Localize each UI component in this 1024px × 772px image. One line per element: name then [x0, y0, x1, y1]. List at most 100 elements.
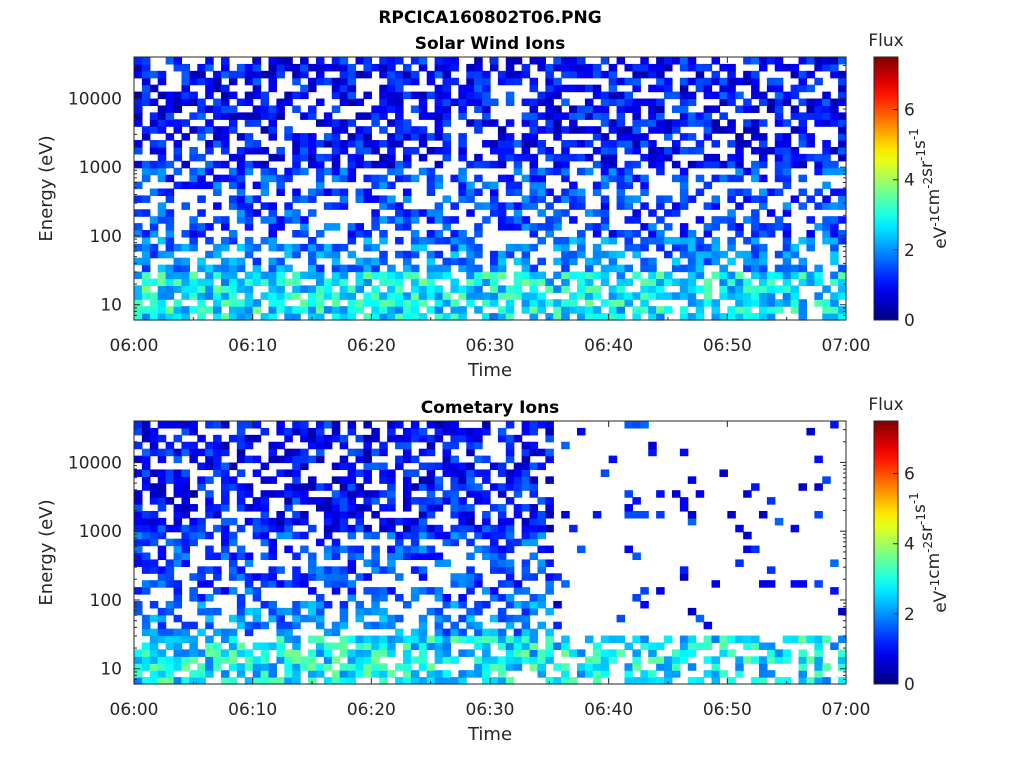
heatmap-cell [426, 635, 436, 644]
colorbar-tick-label: 6 [904, 101, 915, 121]
heatmap-cell [434, 146, 444, 155]
heatmap-cell [490, 257, 499, 266]
heatmap-cell [616, 181, 626, 190]
heatmap-cell [679, 63, 689, 72]
heatmap-cell [751, 250, 760, 259]
heatmap-cell [205, 167, 214, 176]
heatmap-cell [244, 441, 254, 450]
heatmap-cell [141, 292, 151, 300]
heatmap-cell [260, 510, 270, 519]
heatmap-cell [355, 552, 365, 561]
heatmap-cell [292, 566, 301, 574]
heatmap-cell [268, 552, 277, 561]
heatmap-cell [774, 250, 784, 259]
heatmap-cell [339, 292, 349, 300]
heatmap-cell [561, 441, 570, 450]
heatmap-cell [497, 594, 507, 602]
heatmap-cell [553, 243, 562, 252]
heatmap-cell [458, 174, 467, 183]
heatmap-cell [395, 57, 404, 65]
heatmap-cell [687, 236, 697, 245]
heatmap-cell [798, 84, 808, 93]
heatmap-cell [339, 441, 349, 450]
heatmap-cell [379, 250, 388, 259]
heatmap-cell [798, 299, 808, 307]
heatmap-cell [395, 278, 404, 286]
heatmap-cell [442, 490, 452, 498]
heatmap-cell [134, 271, 143, 280]
heatmap-cell [497, 271, 507, 280]
heatmap-cell [165, 306, 175, 314]
heatmap-cell [134, 559, 143, 567]
heatmap-cell [402, 209, 412, 217]
heatmap-cell [782, 257, 792, 266]
heatmap-cell [221, 98, 230, 107]
heatmap-cell [450, 174, 459, 183]
heatmap-cell [173, 504, 183, 512]
heatmap-cell [141, 552, 151, 561]
heatmap-cell [141, 209, 151, 217]
heatmap-cell [387, 421, 396, 429]
heatmap-cell [695, 306, 705, 314]
heatmap-cell [268, 84, 277, 93]
heatmap-cell [584, 98, 594, 107]
heatmap-cell [157, 670, 167, 678]
heatmap-cell [727, 285, 736, 293]
heatmap-cell [292, 243, 301, 252]
heatmap-cell [569, 202, 578, 210]
heatmap-cell [529, 476, 539, 484]
heatmap-cell [157, 160, 167, 169]
heatmap-cell [418, 628, 428, 637]
heatmap-cell [426, 476, 436, 484]
heatmap-cell [379, 257, 388, 266]
heatmap-cell [236, 441, 246, 450]
heatmap-cell [497, 257, 507, 266]
heatmap-cell [735, 306, 744, 314]
heatmap-cell [268, 600, 277, 609]
heatmap-cell [592, 292, 602, 300]
heatmap-cell [205, 510, 214, 519]
heatmap-cell [624, 181, 633, 190]
heatmap-cell [679, 497, 689, 505]
heatmap-cell [260, 600, 270, 609]
heatmap-cell [181, 510, 190, 519]
heatmap-cell [640, 257, 649, 266]
heatmap-cell [466, 587, 475, 595]
heatmap-cell [395, 628, 404, 637]
heatmap-cell [450, 490, 459, 498]
heatmap-cell [363, 573, 372, 581]
heatmap-cell [308, 299, 317, 307]
heatmap-cell [521, 153, 531, 162]
heatmap-cell [157, 504, 167, 512]
heatmap-cell [292, 621, 301, 630]
heatmap-cell [276, 580, 285, 588]
heatmap-cell [157, 517, 167, 526]
heatmap-cell [482, 455, 491, 464]
heatmap-cell [751, 545, 760, 554]
heatmap-cell [466, 278, 475, 286]
heatmap-cell [695, 70, 705, 79]
heatmap-cell [616, 306, 626, 314]
heatmap-cell [679, 105, 689, 113]
heatmap-cell [545, 299, 554, 307]
heatmap-cell [751, 243, 760, 252]
heatmap-cell [141, 517, 151, 526]
unit-exponent: -1 [907, 128, 921, 140]
heatmap-cell [640, 57, 649, 65]
heatmap-cell [695, 313, 705, 321]
heatmap-cell [149, 188, 159, 197]
heatmap-cell [624, 230, 633, 238]
heatmap-cell [482, 77, 491, 86]
heatmap-cell [339, 462, 349, 471]
heatmap-cell [173, 306, 183, 314]
heatmap-cell [228, 531, 238, 540]
heatmap-cell [577, 236, 586, 245]
heatmap-cell [260, 670, 270, 678]
heatmap-cell [695, 236, 705, 245]
heatmap-cell [798, 271, 808, 280]
heatmap-cell [260, 91, 270, 100]
heatmap-cell [260, 504, 270, 512]
heatmap-cell [339, 306, 349, 314]
heatmap-cell [387, 587, 396, 595]
heatmap-cell [134, 677, 143, 685]
